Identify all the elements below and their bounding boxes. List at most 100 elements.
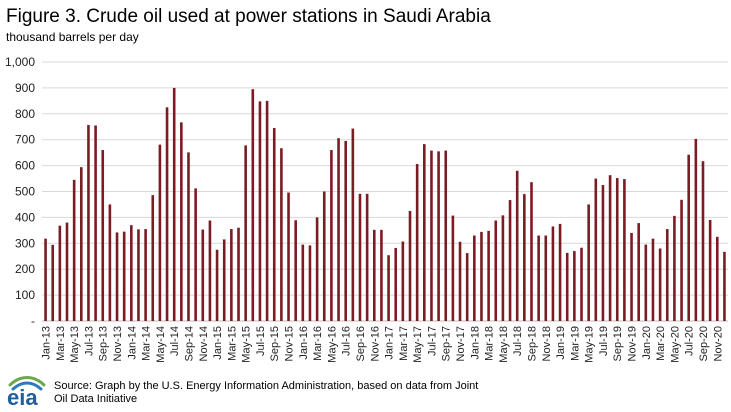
bar-Jun-15 xyxy=(251,89,255,321)
x-tick-label: Mar-13 xyxy=(55,326,67,361)
bar-Oct-15 xyxy=(280,148,283,321)
bar-May-18 xyxy=(501,215,505,321)
x-tick-label: May-14 xyxy=(155,326,167,363)
bar-Nov-16 xyxy=(372,229,376,321)
x-tick-label: Sep-16 xyxy=(355,326,367,361)
x-tick-label: May-16 xyxy=(326,326,338,363)
bar-Nov-14 xyxy=(201,229,205,321)
x-tick-label: Nov-13 xyxy=(112,326,124,361)
chart-title: Figure 3. Crude oil used at power statio… xyxy=(6,6,491,27)
bar-Mar-15 xyxy=(230,229,233,321)
x-tick-label: Mar-19 xyxy=(569,326,581,361)
bar-May-13 xyxy=(72,179,76,321)
y-tick-label: 1,000 xyxy=(5,55,35,69)
bar-Sep-14 xyxy=(187,152,190,321)
x-tick-label: Sep-14 xyxy=(183,326,195,361)
x-tick-label: Nov-20 xyxy=(712,326,724,361)
x-tick-label: Jan-20 xyxy=(641,326,653,360)
bar-Jun-16 xyxy=(337,138,340,321)
y-tick-label: 400 xyxy=(15,210,35,224)
bar-Jul-18 xyxy=(515,170,519,321)
bar-Feb-15 xyxy=(222,239,226,321)
bar-Jun-14 xyxy=(165,107,169,321)
logo-text: eia xyxy=(7,385,38,408)
y-tick-label: 700 xyxy=(15,133,35,147)
bar-May-19 xyxy=(587,204,590,321)
bar-Jun-20 xyxy=(680,199,683,321)
bar-Aug-18 xyxy=(523,194,526,321)
x-tick-label: Nov-15 xyxy=(284,326,296,361)
bar-Jul-17 xyxy=(430,150,433,321)
x-tick-label: Jul-20 xyxy=(684,326,696,356)
bar-Sep-18 xyxy=(530,182,533,321)
bar-Apr-19 xyxy=(580,247,583,321)
x-tick-label: Jul-13 xyxy=(83,326,95,356)
bar-Nov-19 xyxy=(630,232,633,321)
x-tick-label: Jul-18 xyxy=(512,326,524,356)
bar-Jan-18 xyxy=(473,235,476,321)
x-tick-label: May-18 xyxy=(498,326,510,363)
bar-Aug-15 xyxy=(265,100,269,321)
bar-May-14 xyxy=(158,144,162,321)
bar-Sep-16 xyxy=(358,193,362,321)
bar-Feb-13 xyxy=(51,244,55,321)
bar-Oct-17 xyxy=(451,215,455,321)
x-tick-label: May-20 xyxy=(669,326,681,363)
bar-Nov-17 xyxy=(458,241,462,321)
bar-Sep-17 xyxy=(444,150,448,321)
bar-Dec-19 xyxy=(637,223,640,321)
bar-Oct-20 xyxy=(708,219,712,321)
bar-Apr-13 xyxy=(65,222,69,321)
bar-Dec-20 xyxy=(723,251,726,321)
x-tick-label: May-17 xyxy=(412,326,424,363)
bar-May-16 xyxy=(330,150,333,321)
bar-Mar-13 xyxy=(58,225,62,321)
bar-Jul-15 xyxy=(258,101,262,322)
y-tick-label: 300 xyxy=(15,236,35,250)
bar-Jul-13 xyxy=(87,124,90,321)
x-tick-label: Jan-15 xyxy=(212,326,224,360)
bar-Jun-19 xyxy=(594,178,598,321)
y-axis-ticks: - 100 200 300 400 500 600 700 800 900 1,000 xyxy=(5,55,35,328)
x-tick-label: Jul-17 xyxy=(426,326,438,356)
chart-subtitle: thousand barrels per day xyxy=(6,30,139,44)
bar-Apr-18 xyxy=(494,220,498,321)
y-tick-label: 900 xyxy=(15,81,35,95)
y-tick-label: 100 xyxy=(15,288,35,302)
bars xyxy=(44,87,726,322)
bar-Feb-17 xyxy=(394,247,398,321)
bar-Jan-16 xyxy=(301,244,305,321)
x-tick-label: May-13 xyxy=(69,326,81,363)
source-note: Source: Graph by the U.S. Energy Informa… xyxy=(54,380,479,405)
x-tick-label: Mar-15 xyxy=(226,326,238,361)
bar-Nov-18 xyxy=(544,235,548,321)
bar-Sep-20 xyxy=(701,161,705,321)
x-tick-label: Nov-18 xyxy=(541,326,553,361)
bar-Apr-16 xyxy=(322,191,326,321)
bar-Oct-18 xyxy=(537,235,540,321)
x-tick-label: Mar-18 xyxy=(484,326,496,361)
bar-Sep-19 xyxy=(615,178,619,321)
y-tick-label: 200 xyxy=(15,262,35,276)
x-tick-label: Jan-14 xyxy=(126,326,138,360)
bar-Oct-13 xyxy=(108,204,112,321)
x-tick-label: Sep-15 xyxy=(269,326,281,361)
bar-Dec-17 xyxy=(465,253,469,321)
bar-Jan-20 xyxy=(644,244,648,321)
bar-May-20 xyxy=(673,215,676,321)
x-axis-ticks: Jan-13 Mar-13 May-13 Jul-13 Sep-13 Nov-13 Jan-… xyxy=(41,326,725,363)
bar-Aug-19 xyxy=(608,175,612,321)
x-tick-label: Nov-19 xyxy=(627,326,639,361)
bar-Jun-17 xyxy=(423,144,426,321)
bar-May-17 xyxy=(415,164,419,321)
x-tick-label: Jan-18 xyxy=(469,326,481,360)
x-tick-label: Mar-16 xyxy=(312,326,324,361)
bar-Aug-14 xyxy=(180,122,183,321)
bar-Apr-17 xyxy=(408,210,412,321)
x-tick-label: Sep-20 xyxy=(698,326,710,361)
bar-Jan-17 xyxy=(387,255,390,321)
bar-Dec-16 xyxy=(380,229,383,321)
bar-Feb-19 xyxy=(565,252,569,321)
bar-Nov-20 xyxy=(715,236,719,321)
x-tick-label: Jan-17 xyxy=(384,326,396,360)
